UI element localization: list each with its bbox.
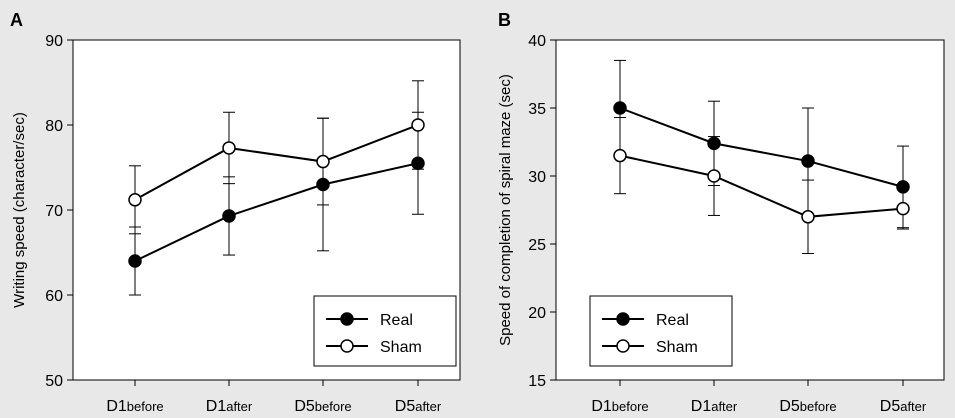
x-tick-label-main: D5	[395, 398, 416, 415]
data-point-real	[128, 254, 142, 268]
x-tick-label-sub: before	[127, 399, 164, 414]
y-tick-label: 20	[528, 305, 546, 322]
data-point-real	[896, 180, 910, 194]
data-point-real	[801, 154, 815, 168]
x-tick-label: D1before	[106, 398, 163, 415]
x-tick-label-sub: before	[800, 399, 837, 414]
legend-label: Sham	[380, 339, 422, 356]
data-point-sham	[316, 154, 330, 169]
x-tick-label: D5after	[880, 398, 927, 415]
legend-marker	[340, 339, 354, 353]
data-point-sham	[801, 210, 815, 224]
x-tick-label-sub: after	[226, 399, 253, 414]
x-tick-label-sub: after	[900, 399, 927, 414]
data-point-real	[411, 156, 425, 170]
series-line-sham	[619, 154, 904, 218]
x-tick-label: D5before	[779, 398, 836, 415]
legend-box	[313, 295, 457, 367]
y-tick-label: 60	[45, 288, 63, 305]
legend-label: Real	[380, 312, 413, 329]
panel-letter: A	[10, 10, 23, 30]
y-axis-label: Speed of completion of spiral maze (sec)	[497, 74, 514, 346]
data-point-sham	[411, 118, 425, 132]
y-axis-label: Writing speed (character/sec)	[11, 112, 28, 308]
x-tick-label-main: D1	[106, 398, 127, 415]
x-tick-label: D1before	[591, 398, 648, 415]
x-tick-label: D1after	[206, 398, 253, 415]
data-point-sham	[128, 193, 142, 207]
data-point-sham	[896, 201, 910, 216]
y-tick-label: 25	[528, 237, 546, 254]
y-tick-label: 90	[45, 33, 63, 50]
legend-label: Sham	[656, 339, 698, 356]
panel-b: B 15 20 25 30 35 40 Speed of completion of spir…	[497, 10, 945, 415]
series-line-real	[619, 107, 904, 188]
data-point-real	[316, 177, 330, 192]
x-tick-label-main: D5	[294, 398, 315, 415]
x-tick-label-main: D1	[591, 398, 612, 415]
series-line-real	[134, 162, 419, 262]
legend-marker	[616, 339, 630, 353]
x-tick-label-sub: after	[711, 399, 738, 414]
y-tick-label: 70	[45, 203, 63, 220]
y-tick-label: 40	[528, 33, 546, 50]
panel-letter: B	[498, 10, 511, 30]
legend-label: Real	[656, 312, 689, 329]
y-tick-label: 15	[528, 373, 546, 390]
data-point-real	[707, 136, 721, 151]
y-tick-label: 30	[528, 169, 546, 186]
legend-marker	[616, 312, 630, 326]
data-point-sham	[707, 169, 721, 183]
data-point-sham	[613, 148, 627, 163]
series-line-sham	[134, 124, 419, 201]
legend-box	[589, 295, 733, 367]
data-point-real	[222, 209, 236, 223]
x-tick-label: D5before	[294, 398, 351, 415]
panel-a: A 50 60 70 80 90 Writing speed (character/sec)…	[10, 10, 461, 415]
x-tick-label: D5after	[395, 398, 442, 415]
x-tick-label-main: D5	[779, 398, 800, 415]
data-point-sham	[222, 141, 236, 155]
x-tick-label-main: D1	[691, 398, 712, 415]
x-tick-label-main: D5	[880, 398, 901, 415]
y-tick-label: 80	[45, 118, 63, 135]
x-tick-label-sub: before	[612, 399, 649, 414]
y-tick-label: 50	[45, 373, 63, 390]
x-tick-label-main: D1	[206, 398, 227, 415]
y-tick-label: 35	[528, 101, 546, 118]
x-tick-label-sub: before	[315, 399, 352, 414]
x-tick-label-sub: after	[415, 399, 442, 414]
data-point-real	[613, 101, 627, 115]
legend-marker	[340, 312, 354, 326]
x-tick-label: D1after	[691, 398, 738, 415]
